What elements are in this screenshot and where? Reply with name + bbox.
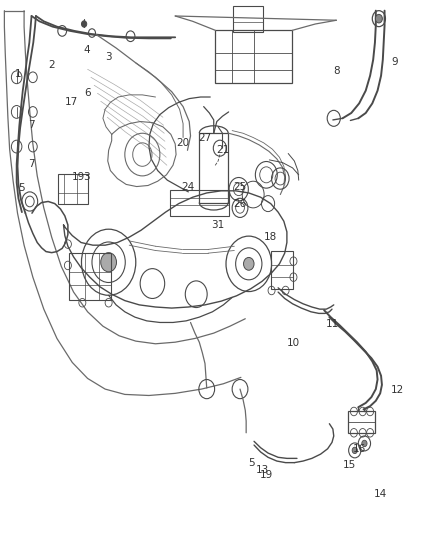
Text: 21: 21 — [216, 146, 229, 155]
Text: 16: 16 — [353, 444, 366, 454]
Text: 17: 17 — [64, 98, 78, 107]
Text: 9: 9 — [391, 58, 398, 67]
Bar — [199, 133, 228, 203]
Text: 5: 5 — [18, 183, 25, 193]
Bar — [233, 6, 263, 32]
Circle shape — [101, 253, 117, 272]
Bar — [348, 411, 375, 433]
Text: 3: 3 — [105, 52, 112, 62]
Text: 5: 5 — [248, 458, 255, 468]
Bar — [58, 174, 88, 204]
Text: 19: 19 — [260, 471, 273, 480]
Text: 27: 27 — [198, 133, 212, 142]
Bar — [69, 253, 111, 300]
Text: 7: 7 — [28, 120, 35, 130]
Circle shape — [362, 440, 367, 447]
Text: 10: 10 — [287, 338, 300, 348]
Text: 1: 1 — [15, 69, 22, 78]
Text: 4: 4 — [83, 45, 90, 55]
Text: 31: 31 — [212, 220, 225, 230]
Circle shape — [352, 447, 357, 454]
Text: 13: 13 — [256, 465, 269, 475]
Text: 25: 25 — [233, 182, 247, 191]
Text: 2: 2 — [48, 60, 55, 70]
Circle shape — [375, 14, 382, 23]
Text: 6: 6 — [84, 88, 91, 98]
Circle shape — [81, 21, 87, 27]
Circle shape — [244, 257, 254, 270]
Bar — [170, 190, 229, 216]
Text: 19: 19 — [71, 172, 85, 182]
Bar — [271, 251, 293, 289]
Text: 3: 3 — [83, 172, 90, 182]
Text: 11: 11 — [325, 319, 339, 328]
Text: 14: 14 — [374, 489, 387, 498]
Text: 24: 24 — [181, 182, 194, 191]
Text: 15: 15 — [343, 460, 356, 470]
Text: 18: 18 — [264, 232, 277, 241]
Text: 26: 26 — [233, 199, 247, 208]
Bar — [215, 30, 292, 83]
Text: 8: 8 — [333, 66, 340, 76]
Text: 7: 7 — [28, 159, 35, 169]
Text: 12: 12 — [391, 385, 404, 395]
Text: 20: 20 — [177, 138, 190, 148]
